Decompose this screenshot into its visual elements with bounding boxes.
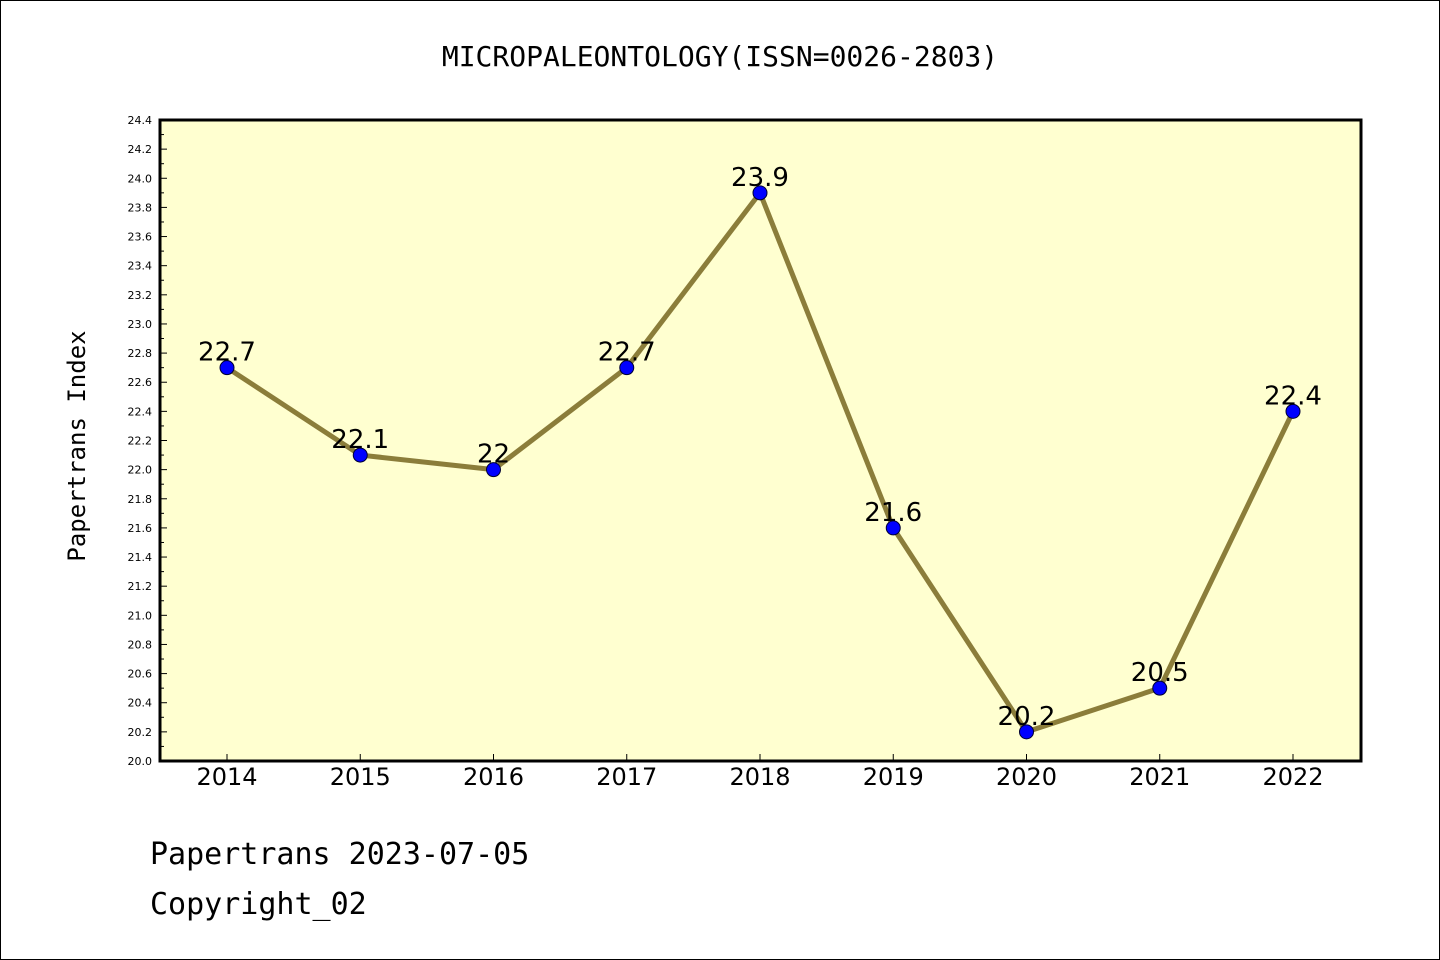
plot-area xyxy=(158,118,1363,763)
y-tick-label: 22.0 xyxy=(128,464,153,477)
y-tick-label: 20.4 xyxy=(128,697,153,710)
y-tick-label: 20.0 xyxy=(128,755,153,768)
x-tick-label: 2017 xyxy=(596,763,657,791)
data-point xyxy=(1019,724,1034,740)
x-tick-label: 2022 xyxy=(1262,763,1323,791)
y-tick-label: 24.4 xyxy=(128,114,153,127)
x-tick-label: 2021 xyxy=(1129,763,1190,791)
y-tick-label: 24.0 xyxy=(128,172,153,185)
y-tick-label: 22.6 xyxy=(128,376,153,389)
data-label: 21.6 xyxy=(864,498,922,528)
y-tick-label: 21.2 xyxy=(128,580,153,593)
x-tick-label: 2016 xyxy=(463,763,524,791)
y-axis-ticks: 20.0 20.2 20.4 20.6 20.8 21.0 21.2 21.4 21.6 21.8… xyxy=(128,114,167,768)
y-axis-label: Papertrans Index xyxy=(63,330,91,561)
data-point xyxy=(486,462,501,478)
data-points-group xyxy=(219,185,1301,740)
y-tick-label: 21.0 xyxy=(128,609,153,622)
y-tick-label: 20.6 xyxy=(128,668,153,681)
data-point xyxy=(1285,403,1301,419)
y-tick-label: 21.8 xyxy=(128,493,153,506)
x-tick-label: 2014 xyxy=(196,763,257,791)
data-label: 20.2 xyxy=(998,702,1056,732)
y-tick-label: 20.2 xyxy=(128,726,153,739)
x-axis-ticks: 2014 2015 2016 2017 2018 2019 2020 2021 2022 xyxy=(196,754,1324,791)
x-tick-label: 2020 xyxy=(996,763,1057,791)
y-tick-label: 23.0 xyxy=(128,318,153,331)
y-tick-label: 22.2 xyxy=(128,435,153,448)
data-point xyxy=(885,520,901,536)
data-label: 23.9 xyxy=(731,163,789,193)
data-label: 22 xyxy=(477,440,510,470)
y-tick-label: 21.6 xyxy=(128,522,153,535)
data-label: 22.7 xyxy=(598,338,656,368)
y-tick-label: 21.4 xyxy=(128,551,153,564)
chart-title: MICROPALEONTOLOGY(ISSN=0026-2803) xyxy=(442,40,998,73)
data-label: 22.4 xyxy=(1264,381,1322,411)
y-tick-label: 23.8 xyxy=(128,201,153,214)
y-tick-label: 23.2 xyxy=(128,289,153,302)
data-point xyxy=(619,360,635,376)
data-label: 20.5 xyxy=(1131,658,1189,688)
data-labels-group: 22.7 22.1 22 22.7 23.9 21.6 20.2 20.5 22.4 xyxy=(198,163,1322,732)
y-tick-label: 23.6 xyxy=(128,231,153,244)
x-tick-label: 2018 xyxy=(729,763,790,791)
y-tick-label: 22.8 xyxy=(128,347,153,360)
y-tick-label: 22.4 xyxy=(128,405,153,418)
data-point xyxy=(752,185,768,201)
y-tick-label: 20.8 xyxy=(128,638,153,651)
y-tick-label: 23.4 xyxy=(128,260,153,273)
footer-date: Papertrans 2023-07-05 xyxy=(150,837,529,872)
x-tick-label: 2019 xyxy=(863,763,924,791)
data-point xyxy=(352,447,368,463)
y-tick-label: 24.2 xyxy=(128,143,153,156)
data-point xyxy=(219,360,235,376)
x-tick-label: 2015 xyxy=(330,763,391,791)
data-point xyxy=(1152,680,1168,696)
data-label: 22.7 xyxy=(198,338,256,368)
data-label: 22.1 xyxy=(331,425,389,455)
footer-copyright: Copyright_02 xyxy=(150,887,367,922)
